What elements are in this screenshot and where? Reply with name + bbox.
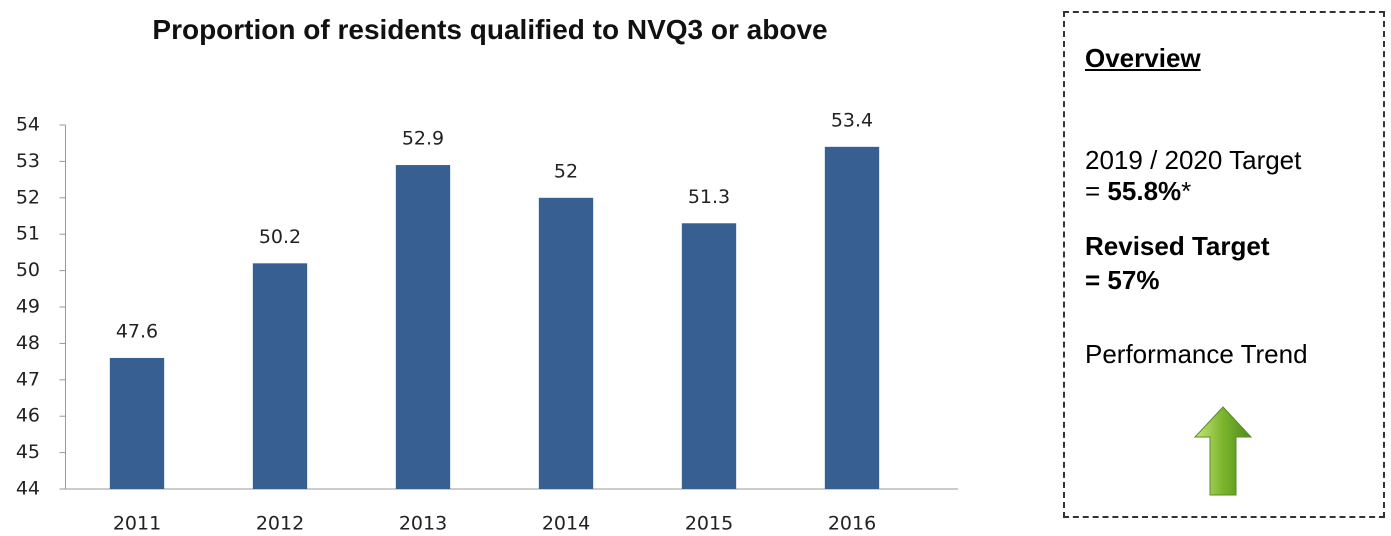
y-tick-label: 50 bbox=[16, 259, 40, 281]
bar bbox=[395, 165, 451, 490]
trend-label: Performance Trend bbox=[1085, 339, 1308, 369]
bar bbox=[109, 357, 165, 489]
overview-heading: Overview bbox=[1085, 43, 1201, 73]
y-tick-label: 45 bbox=[16, 441, 40, 463]
value-label: 53.4 bbox=[831, 109, 873, 131]
x-tick-label: 2014 bbox=[542, 513, 590, 535]
y-tick-label: 46 bbox=[16, 405, 40, 427]
revised-label: Revised Target bbox=[1085, 231, 1270, 261]
target-prefix: = bbox=[1085, 176, 1101, 206]
x-tick-label: 2015 bbox=[685, 513, 733, 535]
x-tick-label: 2013 bbox=[399, 513, 447, 535]
y-tick-label: 48 bbox=[16, 332, 40, 354]
x-tick-label: 2016 bbox=[828, 513, 876, 535]
chart-title: Proportion of residents qualified to NVQ… bbox=[152, 14, 828, 45]
bar bbox=[538, 197, 594, 490]
bar bbox=[252, 263, 308, 489]
target-line: = 55.8%* bbox=[1085, 176, 1191, 207]
target-value: 55.8% bbox=[1107, 176, 1182, 206]
x-tick-label: 2011 bbox=[113, 513, 161, 535]
value-label: 52 bbox=[554, 160, 578, 182]
value-label: 47.6 bbox=[116, 320, 158, 342]
x-tick-label: 2012 bbox=[256, 513, 304, 535]
y-tick-label: 54 bbox=[16, 114, 40, 136]
value-label: 52.9 bbox=[402, 128, 444, 150]
y-tick-label: 53 bbox=[16, 150, 40, 172]
y-tick-label: 52 bbox=[16, 186, 40, 208]
revised-value: = 57% bbox=[1085, 265, 1160, 295]
value-label: 50.2 bbox=[259, 226, 301, 248]
target-note: * bbox=[1181, 176, 1192, 206]
trend-arrow bbox=[1193, 406, 1253, 496]
chart: 44 45 46 47 48 49 50 51 52 53 54 2011 47.6 2012 50.2 20… bbox=[16, 109, 958, 535]
bar bbox=[681, 223, 737, 489]
bar bbox=[824, 146, 880, 489]
target-label: 2019 / 2020 Target bbox=[1085, 145, 1302, 175]
overview-panel: Overview 2019 / 2020 Target = 55.8%* Rev… bbox=[1063, 11, 1385, 518]
y-tick-label: 44 bbox=[16, 478, 40, 500]
y-tick-label: 51 bbox=[16, 223, 40, 245]
y-tick-label: 47 bbox=[16, 368, 40, 390]
value-label: 51.3 bbox=[688, 186, 730, 208]
y-tick-label: 49 bbox=[16, 296, 40, 318]
